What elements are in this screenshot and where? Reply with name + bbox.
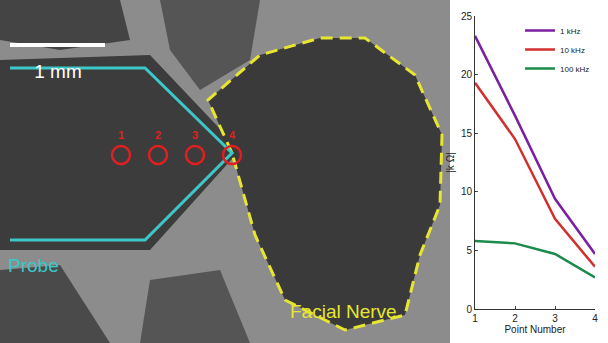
svg-text:100 kHz: 100 kHz [560, 65, 589, 74]
svg-text:1: 1 [118, 129, 124, 141]
svg-text:2: 2 [155, 129, 161, 141]
svg-text:|k Ω|: |k Ω| [445, 152, 456, 172]
svg-text:4: 4 [229, 129, 236, 141]
svg-text:1 mm: 1 mm [34, 61, 82, 82]
svg-text:20: 20 [461, 69, 473, 80]
svg-text:4: 4 [592, 313, 598, 324]
svg-text:15: 15 [461, 128, 473, 139]
svg-text:3: 3 [192, 129, 198, 141]
svg-text:2: 2 [512, 313, 518, 324]
svg-text:10 kHz: 10 kHz [560, 46, 585, 55]
svg-text:Probe: Probe [8, 255, 59, 276]
svg-text:10: 10 [461, 186, 473, 197]
svg-text:0: 0 [466, 304, 472, 315]
svg-text:1: 1 [472, 313, 478, 324]
svg-text:1 kHz: 1 kHz [560, 27, 580, 36]
svg-text:5: 5 [466, 245, 472, 256]
svg-text:Point Number: Point Number [504, 324, 566, 335]
svg-text:3: 3 [552, 313, 558, 324]
svg-text:Facial Nerve: Facial Nerve [290, 301, 397, 322]
svg-text:25: 25 [461, 11, 473, 22]
